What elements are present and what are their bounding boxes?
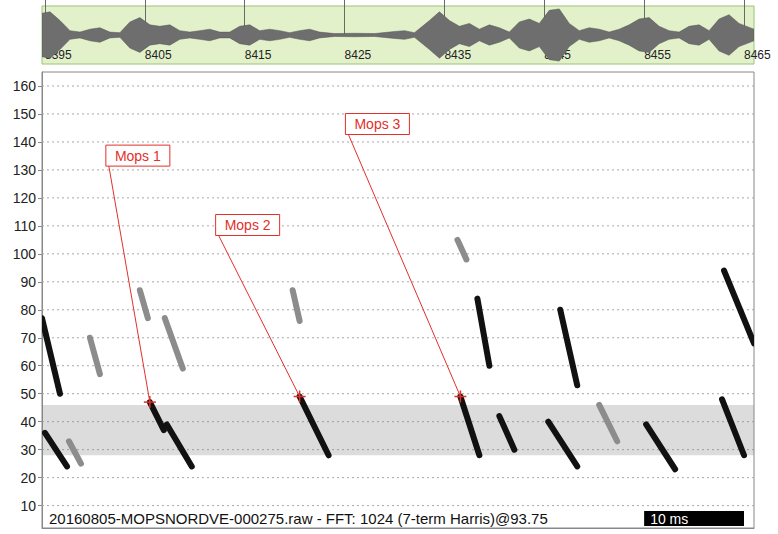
svg-text:80: 80 xyxy=(20,302,36,318)
svg-text:Mops 1: Mops 1 xyxy=(115,148,161,164)
svg-text:8425: 8425 xyxy=(345,48,372,62)
svg-text:120: 120 xyxy=(13,190,37,206)
svg-text:160: 160 xyxy=(13,78,37,94)
svg-text:8455: 8455 xyxy=(644,48,671,62)
svg-text:8405: 8405 xyxy=(145,48,172,62)
svg-text:130: 130 xyxy=(13,162,37,178)
svg-text:8395: 8395 xyxy=(45,48,72,62)
svg-text:50: 50 xyxy=(20,386,36,402)
svg-text:Mops 3: Mops 3 xyxy=(354,116,400,132)
svg-text:60: 60 xyxy=(20,358,36,374)
svg-text:100: 100 xyxy=(13,246,37,262)
svg-text:70: 70 xyxy=(20,330,36,346)
svg-text:20160805-MOPSNORDVE-000275.raw: 20160805-MOPSNORDVE-000275.raw - FFT: 10… xyxy=(49,510,548,527)
svg-text:20: 20 xyxy=(20,470,36,486)
svg-text:10 ms: 10 ms xyxy=(650,511,688,527)
svg-text:110: 110 xyxy=(14,218,37,234)
svg-text:8435: 8435 xyxy=(444,48,472,62)
svg-text:30: 30 xyxy=(20,442,36,458)
svg-text:90: 90 xyxy=(20,274,36,290)
svg-text:Mops 2: Mops 2 xyxy=(225,217,271,233)
svg-text:8415: 8415 xyxy=(245,48,272,62)
svg-text:10: 10 xyxy=(20,498,36,514)
svg-text:40: 40 xyxy=(20,414,36,430)
svg-text:8465: 8465 xyxy=(744,48,771,62)
svg-text:140: 140 xyxy=(13,134,37,150)
svg-text:150: 150 xyxy=(13,106,37,122)
